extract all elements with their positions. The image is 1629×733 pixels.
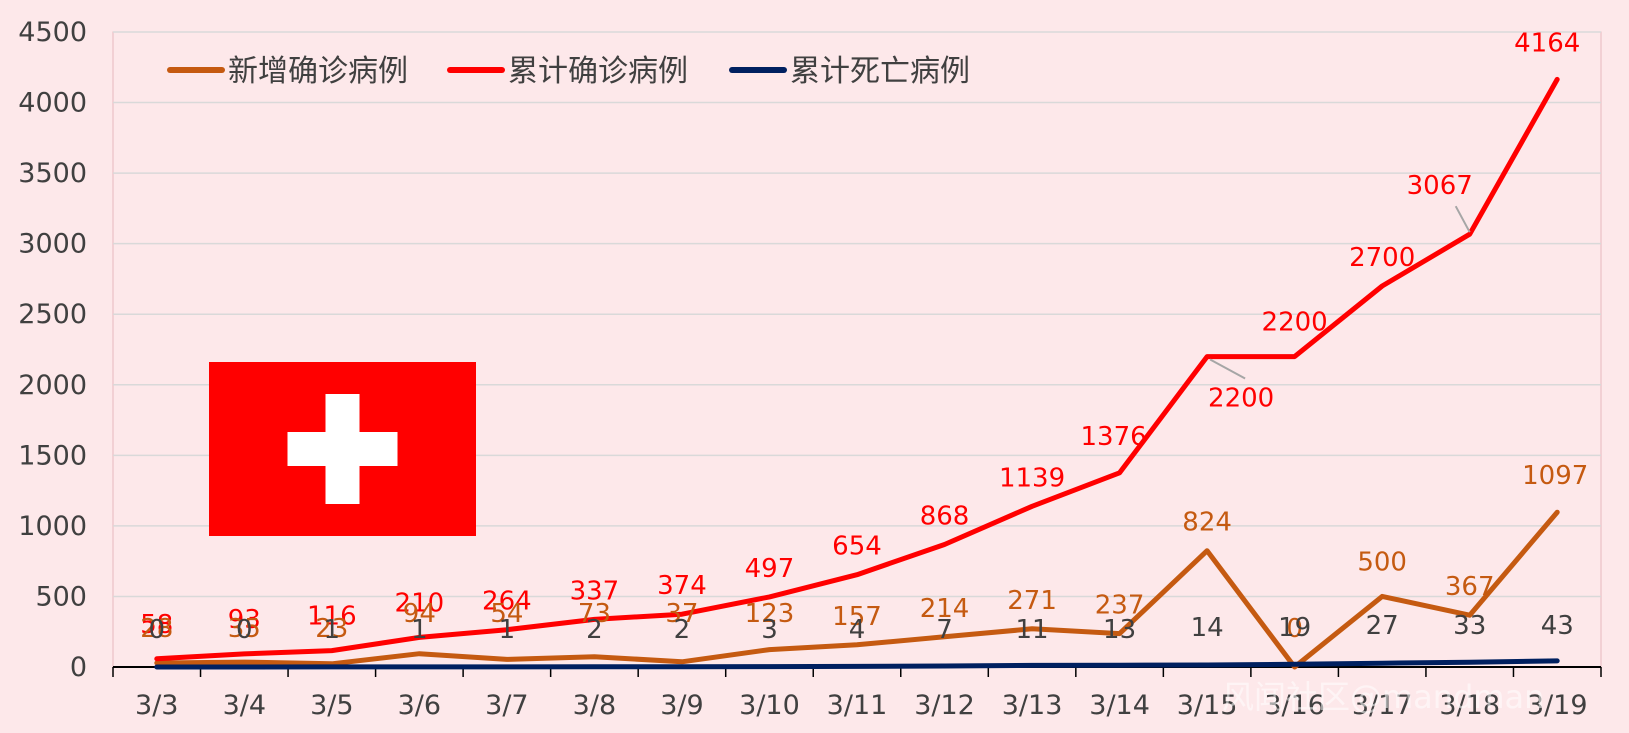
data-label-total-deaths: 14	[1191, 613, 1224, 643]
data-label-new-cases: 123	[745, 599, 795, 629]
data-label-total-deaths: 0	[148, 615, 165, 645]
x-tick-label: 3/6	[398, 690, 441, 721]
data-label-total-deaths: 4	[849, 615, 866, 645]
data-labels: 58 93 116 210 264 337 374497654868113913762200…	[140, 28, 1588, 645]
data-label-total-deaths: 2	[586, 615, 603, 645]
data-label-new-cases: 73	[578, 599, 611, 629]
data-label-new-cases: 157	[832, 602, 882, 632]
data-label-new-cases: 23	[315, 614, 348, 644]
data-label-new-cases: 237	[1095, 591, 1145, 621]
data-label-new-cases: 37	[665, 599, 698, 629]
data-label-total-deaths: 33	[1453, 611, 1486, 641]
x-tick-label: 3/14	[1089, 690, 1150, 721]
data-label-total-cases: 374	[657, 571, 707, 601]
data-label-total-deaths: 19	[1278, 613, 1311, 643]
data-label-total-cases: 2700	[1349, 243, 1415, 273]
data-label-total-cases: 868	[920, 502, 970, 532]
data-label-total-cases: 4164	[1514, 28, 1580, 58]
x-tick-label: 3/18	[1439, 690, 1500, 721]
data-label-total-cases: 58	[140, 610, 173, 640]
x-tick-label: 3/15	[1177, 690, 1238, 721]
plot-area	[112, 31, 1602, 668]
legend-label-total-cases: 累计确诊病例	[508, 54, 688, 89]
y-tick-label: 4000	[18, 88, 87, 119]
x-tick-label: 3/9	[660, 690, 703, 721]
y-tick-label: 2500	[18, 299, 87, 330]
data-label-new-cases: 28	[140, 614, 173, 644]
y-tick-label: 2000	[18, 370, 87, 401]
data-label-total-deaths: 1	[411, 615, 428, 645]
y-tick-label: 0	[70, 652, 87, 683]
data-label-new-cases: 94	[403, 599, 436, 629]
data-label-new-cases: 54	[490, 599, 523, 629]
data-label-total-deaths: 2	[674, 615, 691, 645]
y-tick-label: 3000	[18, 229, 87, 260]
x-tick-label: 3/19	[1527, 690, 1588, 721]
x-tick-label: 3/4	[223, 690, 266, 721]
x-tick-label: 3/17	[1352, 690, 1413, 721]
legend-label-total-deaths: 累计死亡病例	[790, 54, 970, 89]
y-tick-label: 500	[35, 581, 87, 612]
data-label-total-cases: 654	[832, 532, 882, 562]
data-label-new-cases: 271	[1007, 586, 1057, 616]
x-tick-label: 3/8	[573, 690, 616, 721]
data-label-total-cases: 264	[482, 587, 532, 617]
data-label-total-deaths: 27	[1366, 611, 1399, 641]
data-label-total-deaths: 11	[1016, 615, 1049, 645]
x-tick-label: 3/16	[1264, 690, 1325, 721]
data-label-total-deaths: 13	[1103, 615, 1136, 645]
x-tick-label: 3/13	[1002, 690, 1063, 721]
data-label-total-cases: 497	[745, 554, 795, 584]
y-tick-label: 3500	[18, 158, 87, 189]
data-label-new-cases: 35	[228, 614, 261, 644]
data-label-total-cases: 1376	[1081, 422, 1147, 452]
data-label-total-cases: 1139	[999, 463, 1065, 493]
swiss-flag	[209, 362, 476, 536]
series-line-total-cases	[154, 76, 1560, 662]
data-label-total-cases: 210	[395, 588, 445, 618]
flag-cross-horizontal	[287, 432, 398, 466]
data-label-new-cases: 214	[920, 594, 970, 624]
y-tick-label: 4500	[18, 17, 87, 48]
x-tick-label: 3/11	[827, 690, 888, 721]
data-label-total-deaths: 1	[324, 615, 341, 645]
data-label-total-cases: 3067	[1407, 171, 1473, 201]
data-label-new-cases: 1097	[1522, 461, 1588, 491]
series-lines	[154, 76, 1560, 670]
legend-label-new-cases: 新增确诊病例	[228, 54, 408, 89]
legend: 新增确诊病例 累计确诊病例 累计死亡病例	[167, 54, 970, 89]
x-tick-label: 3/10	[739, 690, 800, 721]
data-label-total-deaths: 3	[761, 615, 778, 645]
data-label-total-deaths: 0	[236, 615, 253, 645]
data-label-total-deaths: 43	[1541, 611, 1574, 641]
x-tick-label: 3/12	[914, 690, 975, 721]
data-label-total-deaths: 1	[499, 615, 516, 645]
y-tick-label: 1000	[18, 511, 87, 542]
data-label-new-cases: 367	[1445, 572, 1495, 602]
data-label-new-cases: 824	[1182, 508, 1232, 538]
x-tick-label: 3/7	[485, 690, 528, 721]
data-label-total-cases: 337	[570, 576, 620, 606]
x-tick-label: 3/5	[310, 690, 353, 721]
y-tick-label: 1500	[18, 440, 87, 471]
data-label-total-cases: 93	[228, 605, 261, 635]
data-label-new-cases: 500	[1357, 547, 1407, 577]
series-line-total-deaths	[154, 658, 1560, 670]
data-label-total-cases: 116	[307, 602, 357, 632]
data-label-total-deaths: 7	[936, 615, 953, 645]
x-tick-label: 3/3	[135, 690, 178, 721]
data-label-total-cases: 2200	[1262, 308, 1328, 338]
data-label-total-cases: 2200	[1208, 384, 1274, 414]
data-label-new-cases: 0	[1286, 614, 1303, 644]
watermark-text: 风闻社区@mandman	[1222, 678, 1544, 716]
leader-line	[1454, 205, 1471, 233]
leader-line	[1209, 358, 1246, 380]
series-line-new-cases	[154, 509, 1560, 670]
